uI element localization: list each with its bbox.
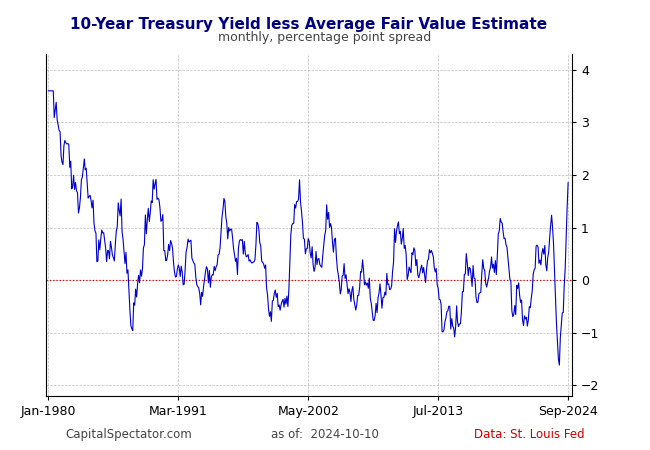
- Text: Data: St. Louis Fed: Data: St. Louis Fed: [474, 428, 585, 441]
- Title: 10-Year Treasury Yield less Average Fair Value Estimate: 10-Year Treasury Yield less Average Fair…: [70, 17, 547, 32]
- Text: monthly, percentage point spread: monthly, percentage point spread: [218, 32, 432, 45]
- Text: CapitalSpectator.com: CapitalSpectator.com: [65, 428, 192, 441]
- Text: as of:  2024-10-10: as of: 2024-10-10: [271, 428, 379, 441]
